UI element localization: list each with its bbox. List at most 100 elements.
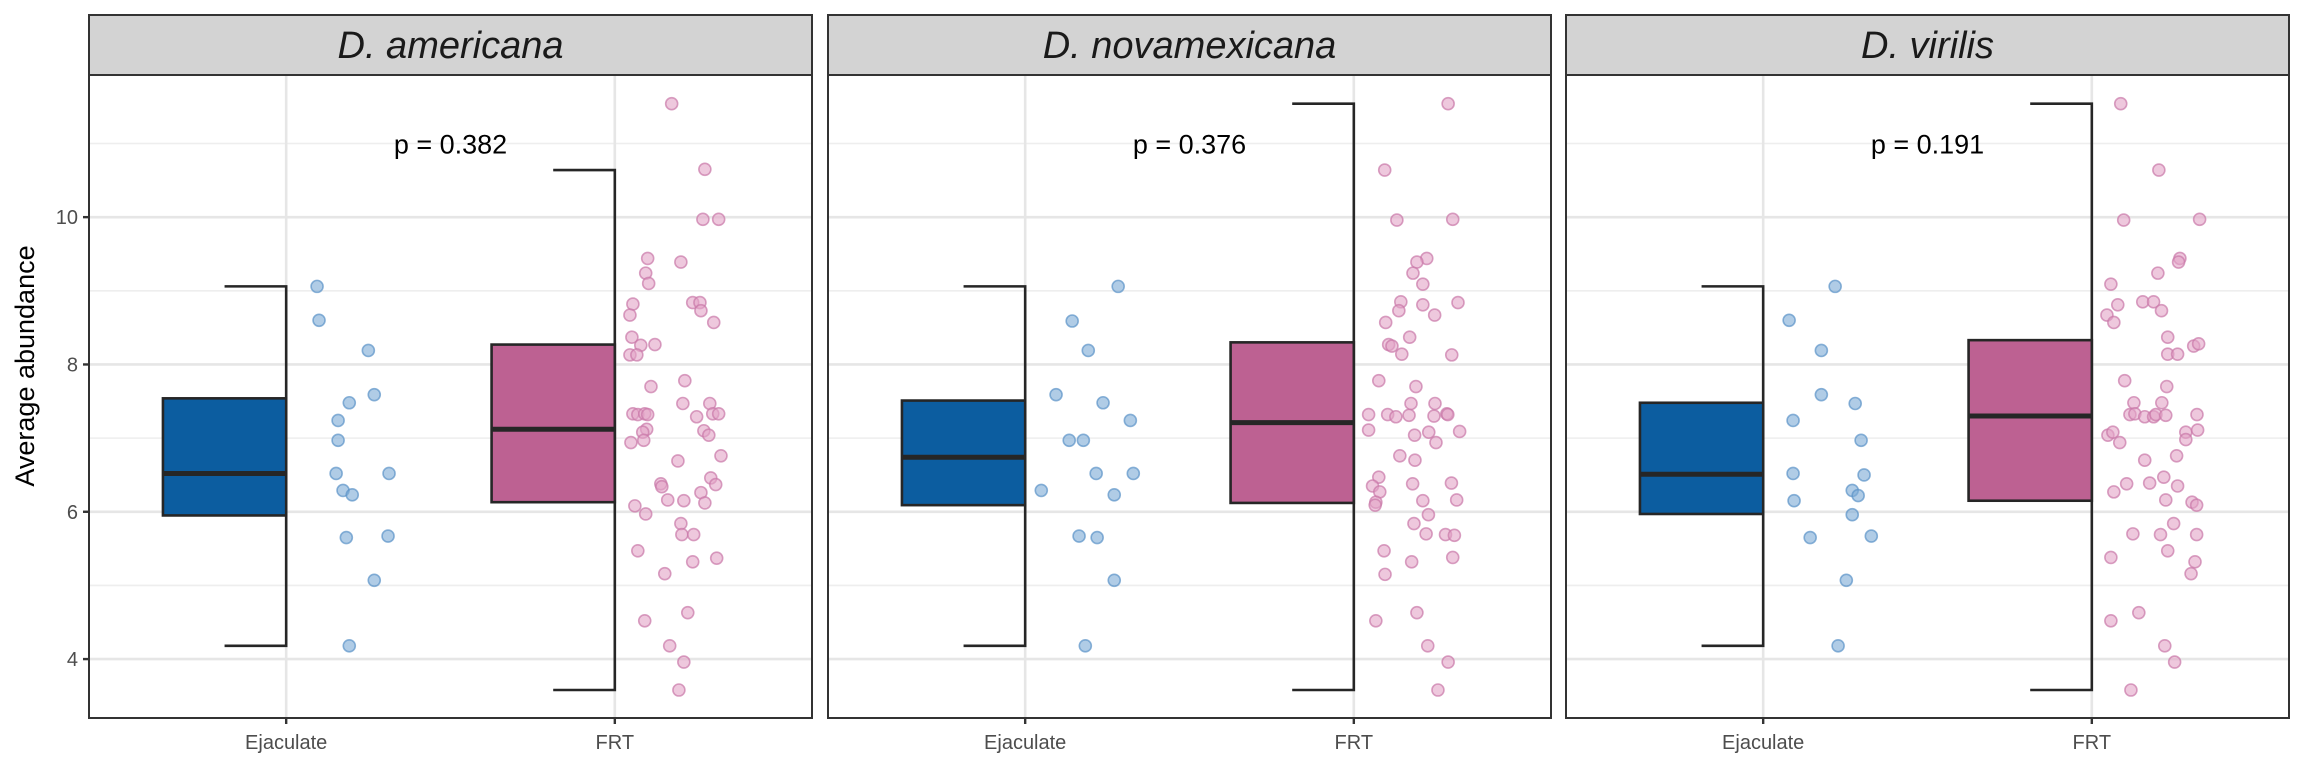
iqr-box (161, 397, 288, 517)
data-point-ejaculate (331, 413, 345, 428)
data-point-frt (1416, 298, 1430, 312)
data-point-frt (685, 555, 700, 569)
data-point-frt (2190, 407, 2204, 422)
data-point-ejaculate (1814, 387, 1829, 402)
data-point-frt (2156, 470, 2171, 484)
data-point-frt (2157, 639, 2172, 653)
data-point-frt (664, 96, 679, 111)
facet-panel: D. americana p = 0.382 Ejaculate FRT (88, 14, 813, 754)
iqr-box (900, 399, 1027, 507)
data-point-frt (1444, 476, 1459, 490)
data-point-frt (2110, 298, 2125, 312)
data-point-ejaculate (342, 395, 357, 410)
boxplot-ejaculate (900, 285, 1027, 648)
data-point-ejaculate (1089, 466, 1103, 481)
data-point-frt (625, 330, 639, 345)
data-point-frt (672, 683, 686, 697)
boxplot-frt (490, 168, 617, 692)
iqr-box (1638, 401, 1765, 516)
data-point-frt (2184, 566, 2198, 581)
data-point-ejaculate (1111, 279, 1125, 294)
data-point-frt (678, 373, 692, 388)
data-point-frt (1377, 163, 1392, 177)
data-point-frt (1421, 425, 1436, 440)
data-point-frt (1407, 516, 1421, 531)
data-point-frt (2126, 527, 2140, 541)
data-point-frt (2189, 527, 2204, 542)
data-point-frt (2160, 544, 2175, 558)
p-value-label: p = 0.376 (1133, 129, 1246, 159)
data-point-frt (1404, 396, 1418, 411)
data-point-frt (1452, 424, 1467, 439)
data-point-ejaculate (1107, 488, 1122, 502)
data-point-ejaculate (1123, 413, 1138, 428)
facet-title: D. americana (338, 25, 564, 67)
data-point-ejaculate (1851, 488, 1865, 503)
data-point-ejaculate (1076, 433, 1091, 448)
data-point-frt (2104, 613, 2118, 628)
boxplot-ejaculate (1638, 285, 1765, 648)
data-point-frt (626, 297, 640, 311)
data-point-ejaculate (1786, 466, 1800, 481)
data-point-ejaculate (1034, 483, 1049, 498)
data-point-frt (674, 255, 688, 269)
data-point-ejaculate (310, 279, 324, 294)
data-point-frt (2192, 212, 2207, 227)
data-point-frt (1408, 453, 1422, 468)
facet-panel: D. novamexicana p = 0.376 Ejaculate FRT (827, 14, 1552, 754)
x-tick-label: FRT (596, 732, 635, 754)
data-point-ejaculate (1072, 529, 1086, 543)
data-point-frt (689, 409, 704, 424)
data-point-frt (655, 479, 669, 494)
data-point-ejaculate (381, 529, 395, 543)
data-point-frt (1427, 409, 1441, 423)
data-point-ejaculate (1090, 530, 1104, 545)
data-point-frt (1421, 507, 1436, 522)
data-point-ejaculate (1839, 573, 1854, 588)
data-point-frt (1410, 255, 1424, 269)
data-point-frt (2119, 476, 2134, 491)
data-point-frt (1428, 396, 1442, 411)
data-point-frt (637, 613, 652, 628)
data-point-frt (2137, 453, 2152, 468)
data-point-frt (698, 496, 712, 510)
facet-title: D. novamexicana (1043, 25, 1337, 67)
data-point-ejaculate (1078, 639, 1093, 653)
data-point-frt (1378, 567, 1392, 582)
data-point-frt (1409, 379, 1423, 394)
data-point-frt (2189, 498, 2204, 512)
data-point-ejaculate (345, 488, 360, 502)
data-point-ejaculate (1782, 313, 1796, 328)
y-tick-label: 10 (56, 207, 78, 229)
data-point-ejaculate (1857, 468, 1871, 482)
facet-panel: D. virilis p = 0.191 Ejaculate FRT (1565, 14, 2290, 754)
data-point-frt (1449, 493, 1464, 507)
data-point-frt (1394, 347, 1409, 361)
x-tick-label: Ejaculate (1722, 732, 1804, 754)
p-value-label: p = 0.382 (394, 129, 507, 159)
data-point-frt (675, 527, 689, 542)
data-point-frt (711, 212, 726, 227)
data-point-ejaculate (1828, 279, 1842, 294)
data-point-frt (640, 251, 655, 266)
data-point-frt (2107, 485, 2121, 499)
data-point-frt (2113, 96, 2128, 111)
data-point-frt (631, 544, 645, 558)
facet-panels: D. americana p = 0.382 Ejaculate FRT D. nova… (88, 14, 2290, 754)
data-point-ejaculate (367, 573, 382, 588)
data-point-frt (1407, 428, 1422, 442)
data-point-ejaculate (1107, 573, 1122, 588)
data-point-frt (1377, 544, 1391, 558)
facet-strip (827, 14, 1552, 76)
data-point-frt (1444, 348, 1459, 362)
data-point-frt (677, 493, 691, 508)
data-point-ejaculate (331, 433, 345, 448)
data-point-frt (1392, 303, 1406, 318)
data-point-frt (1368, 498, 1382, 512)
iqr-box (490, 343, 617, 504)
data-point-frt (624, 435, 638, 450)
data-point-ejaculate (1049, 387, 1063, 402)
data-point-frt (2112, 435, 2127, 450)
y-tick-label: 8 (67, 354, 78, 376)
data-point-frt (630, 348, 644, 362)
